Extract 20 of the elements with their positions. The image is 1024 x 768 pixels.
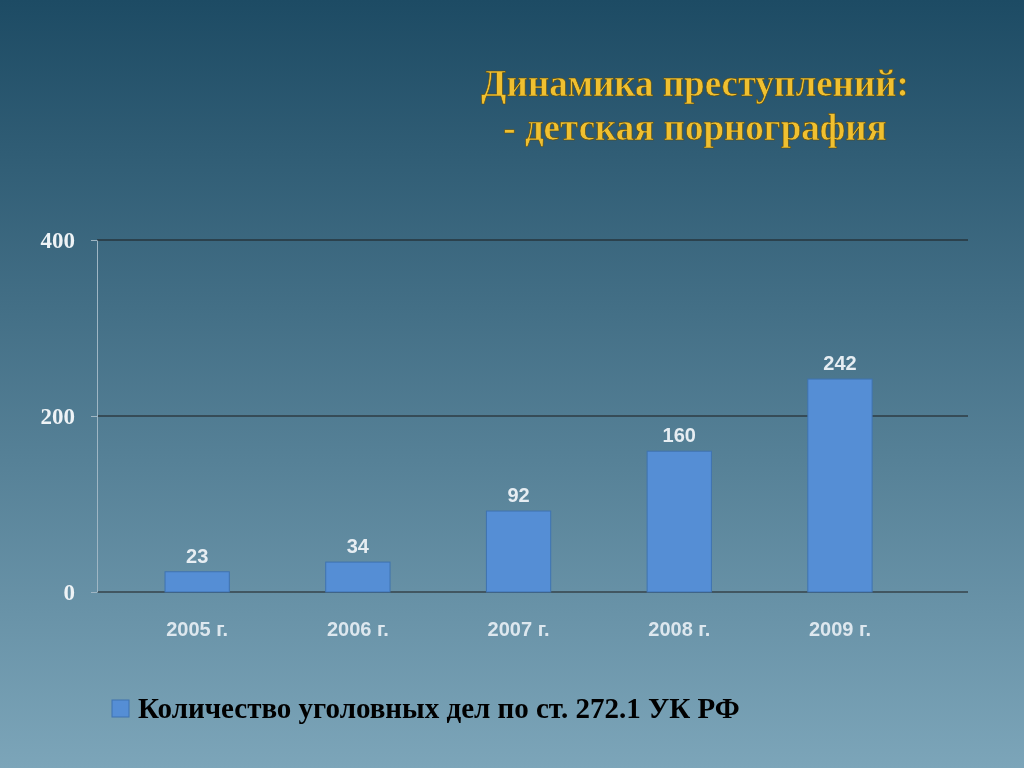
bar (485, 510, 552, 593)
data-label: 160 (662, 424, 696, 447)
data-label: 34 (346, 535, 370, 558)
data-label: 23 (186, 544, 209, 567)
chart-title: Динамика преступлений: - детская порнография (481, 63, 909, 148)
y-tick-label: 200 (40, 403, 75, 429)
legend-label: Количество уголовных дел по ст. 272.1 УК РФ (138, 692, 740, 724)
x-tick-label: 2009 г. (809, 618, 871, 641)
x-tick-label: 2006 г. (326, 618, 389, 641)
bar (807, 378, 873, 593)
x-tick-label: 2008 г. (648, 618, 711, 641)
y-tick-label: 0 (63, 579, 75, 605)
bar (164, 571, 230, 593)
data-label: 242 (823, 352, 857, 375)
y-tick-label: 400 (40, 227, 75, 253)
x-tick-label: 2007 г. (487, 618, 550, 641)
data-label: 92 (507, 484, 530, 507)
bar (646, 450, 712, 593)
x-tick-label: 2005 г. (166, 618, 229, 641)
bar (325, 561, 391, 593)
